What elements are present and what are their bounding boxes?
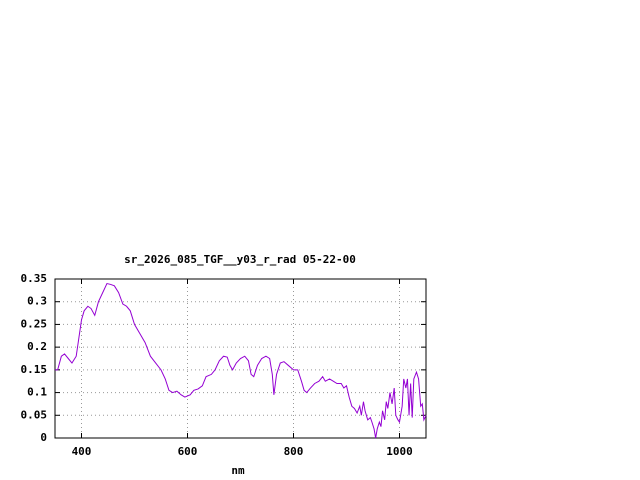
y-tick-label: 0.35 [21, 272, 48, 285]
x-tick-label: 400 [72, 445, 92, 458]
plot-frame [54, 278, 427, 439]
y-tick-label: 0.3 [27, 295, 47, 308]
y-tick-label: 0.2 [27, 340, 47, 353]
y-tick-label: 0.25 [21, 317, 48, 330]
data-line [55, 282, 427, 439]
chart-title: sr_2026_085_TGF__y03_r_rad 05-22-00 [124, 253, 356, 266]
x-tick-label: 600 [178, 445, 198, 458]
y-tick-label: 0.15 [21, 363, 48, 376]
x-tick-label: 1000 [386, 445, 413, 458]
y-tick-label: 0.1 [27, 386, 47, 399]
y-tick-label: 0.05 [21, 408, 48, 421]
x-axis-label: nm [231, 464, 245, 477]
y-tick-label: 0 [40, 431, 47, 444]
x-tick-label: 800 [284, 445, 304, 458]
